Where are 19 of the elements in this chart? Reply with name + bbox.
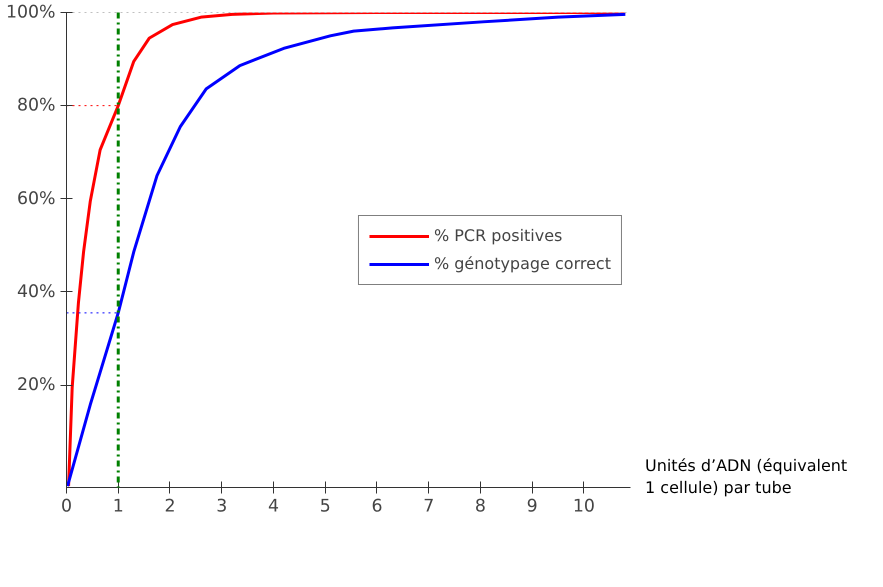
x-axis-title: Unités d’ADN (équivalent 1 cellule) par tube bbox=[645, 455, 848, 499]
y-tick-label: 80% bbox=[16, 96, 56, 116]
x-tick-label: 7 bbox=[423, 496, 434, 516]
y-tick-label: 40% bbox=[16, 282, 56, 302]
legend-label: % génotypage correct bbox=[434, 254, 611, 273]
x-tick-label: 10 bbox=[572, 496, 595, 516]
x-tick-label: 1 bbox=[112, 496, 124, 516]
x-tick-label: 6 bbox=[371, 496, 382, 516]
legend-label: % PCR positives bbox=[434, 226, 562, 245]
y-tick-label: 20% bbox=[16, 375, 56, 396]
x-tick-label: 8 bbox=[474, 496, 486, 516]
y-tick-label: 100% bbox=[6, 2, 56, 22]
x-tick-label: 0 bbox=[60, 496, 72, 516]
x-tick-label: 5 bbox=[320, 496, 331, 516]
x-tick-label: 4 bbox=[268, 496, 279, 516]
x-tick-label: 2 bbox=[164, 496, 176, 516]
x-tick-label: 9 bbox=[526, 496, 538, 516]
x-tick-label: 3 bbox=[216, 496, 228, 516]
y-tick-label: 60% bbox=[16, 188, 56, 209]
